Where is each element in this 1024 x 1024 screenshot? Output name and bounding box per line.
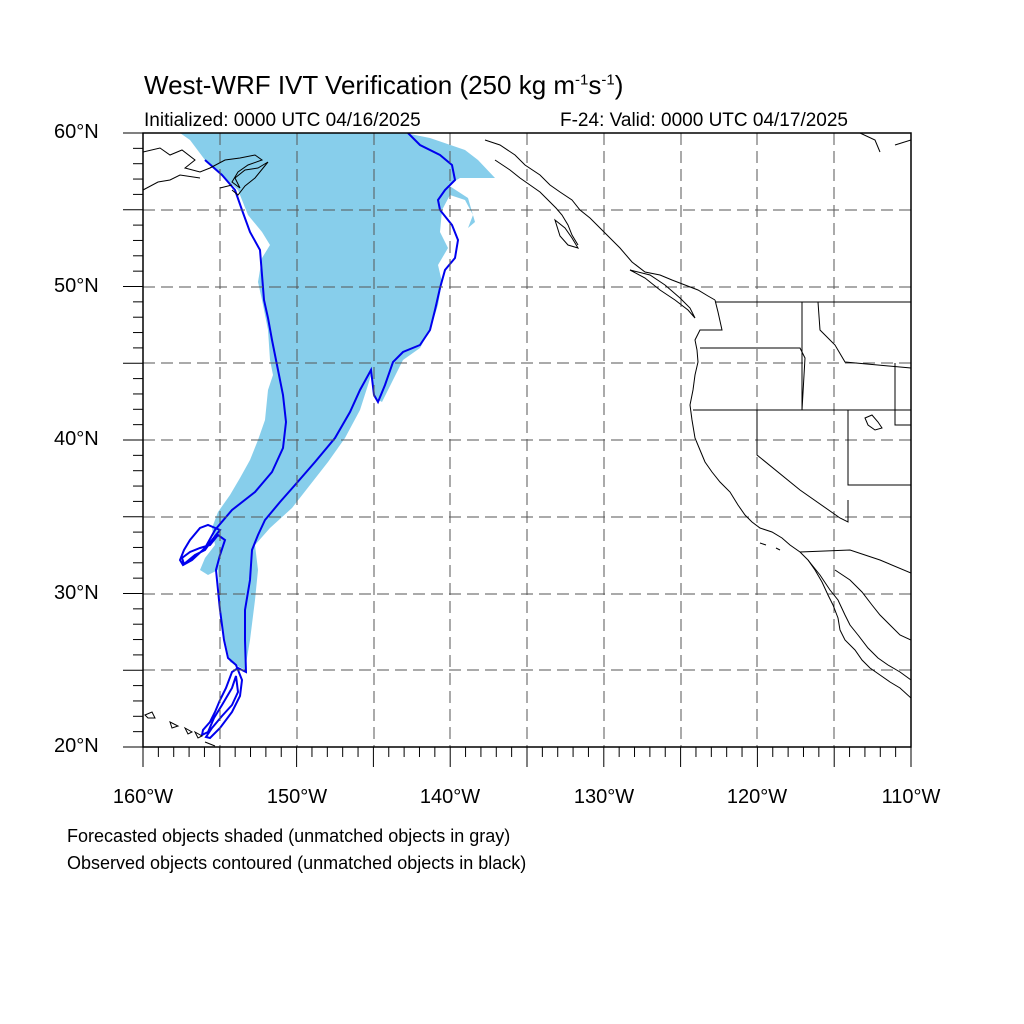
footnote-forecast: Forecasted objects shaded (unmatched obj…	[67, 826, 511, 846]
lat-label-40: 40°N	[54, 428, 99, 450]
forecast-ivt-object	[180, 133, 495, 670]
graticule	[143, 133, 911, 747]
lon-label-110w: 110°W	[881, 786, 941, 808]
lon-label-130w: 130°W	[573, 786, 635, 808]
coastlines	[143, 133, 911, 747]
init-time-label: Initialized: 0000 UTC 04/16/2025	[144, 110, 421, 131]
lon-label-150w: 150°W	[266, 786, 328, 808]
map-title: West-WRF IVT Verification (250 kg m-1s-1…	[144, 70, 624, 100]
footnote-observed: Observed objects contoured (unmatched ob…	[67, 853, 527, 873]
lon-label-160w: 160°W	[112, 786, 174, 808]
observed-ivt-contour	[178, 133, 460, 740]
lat-label-50: 50°N	[54, 275, 99, 297]
lat-label-60: 60°N	[54, 121, 99, 143]
lon-label-140w: 140°W	[419, 786, 481, 808]
lat-label-30: 30°N	[54, 582, 99, 604]
lat-label-20: 20°N	[54, 735, 99, 757]
lon-label-120w: 120°W	[726, 786, 788, 808]
valid-time-label: F-24: Valid: 0000 UTC 04/17/2025	[560, 110, 848, 131]
axis-ticks	[123, 132, 912, 767]
